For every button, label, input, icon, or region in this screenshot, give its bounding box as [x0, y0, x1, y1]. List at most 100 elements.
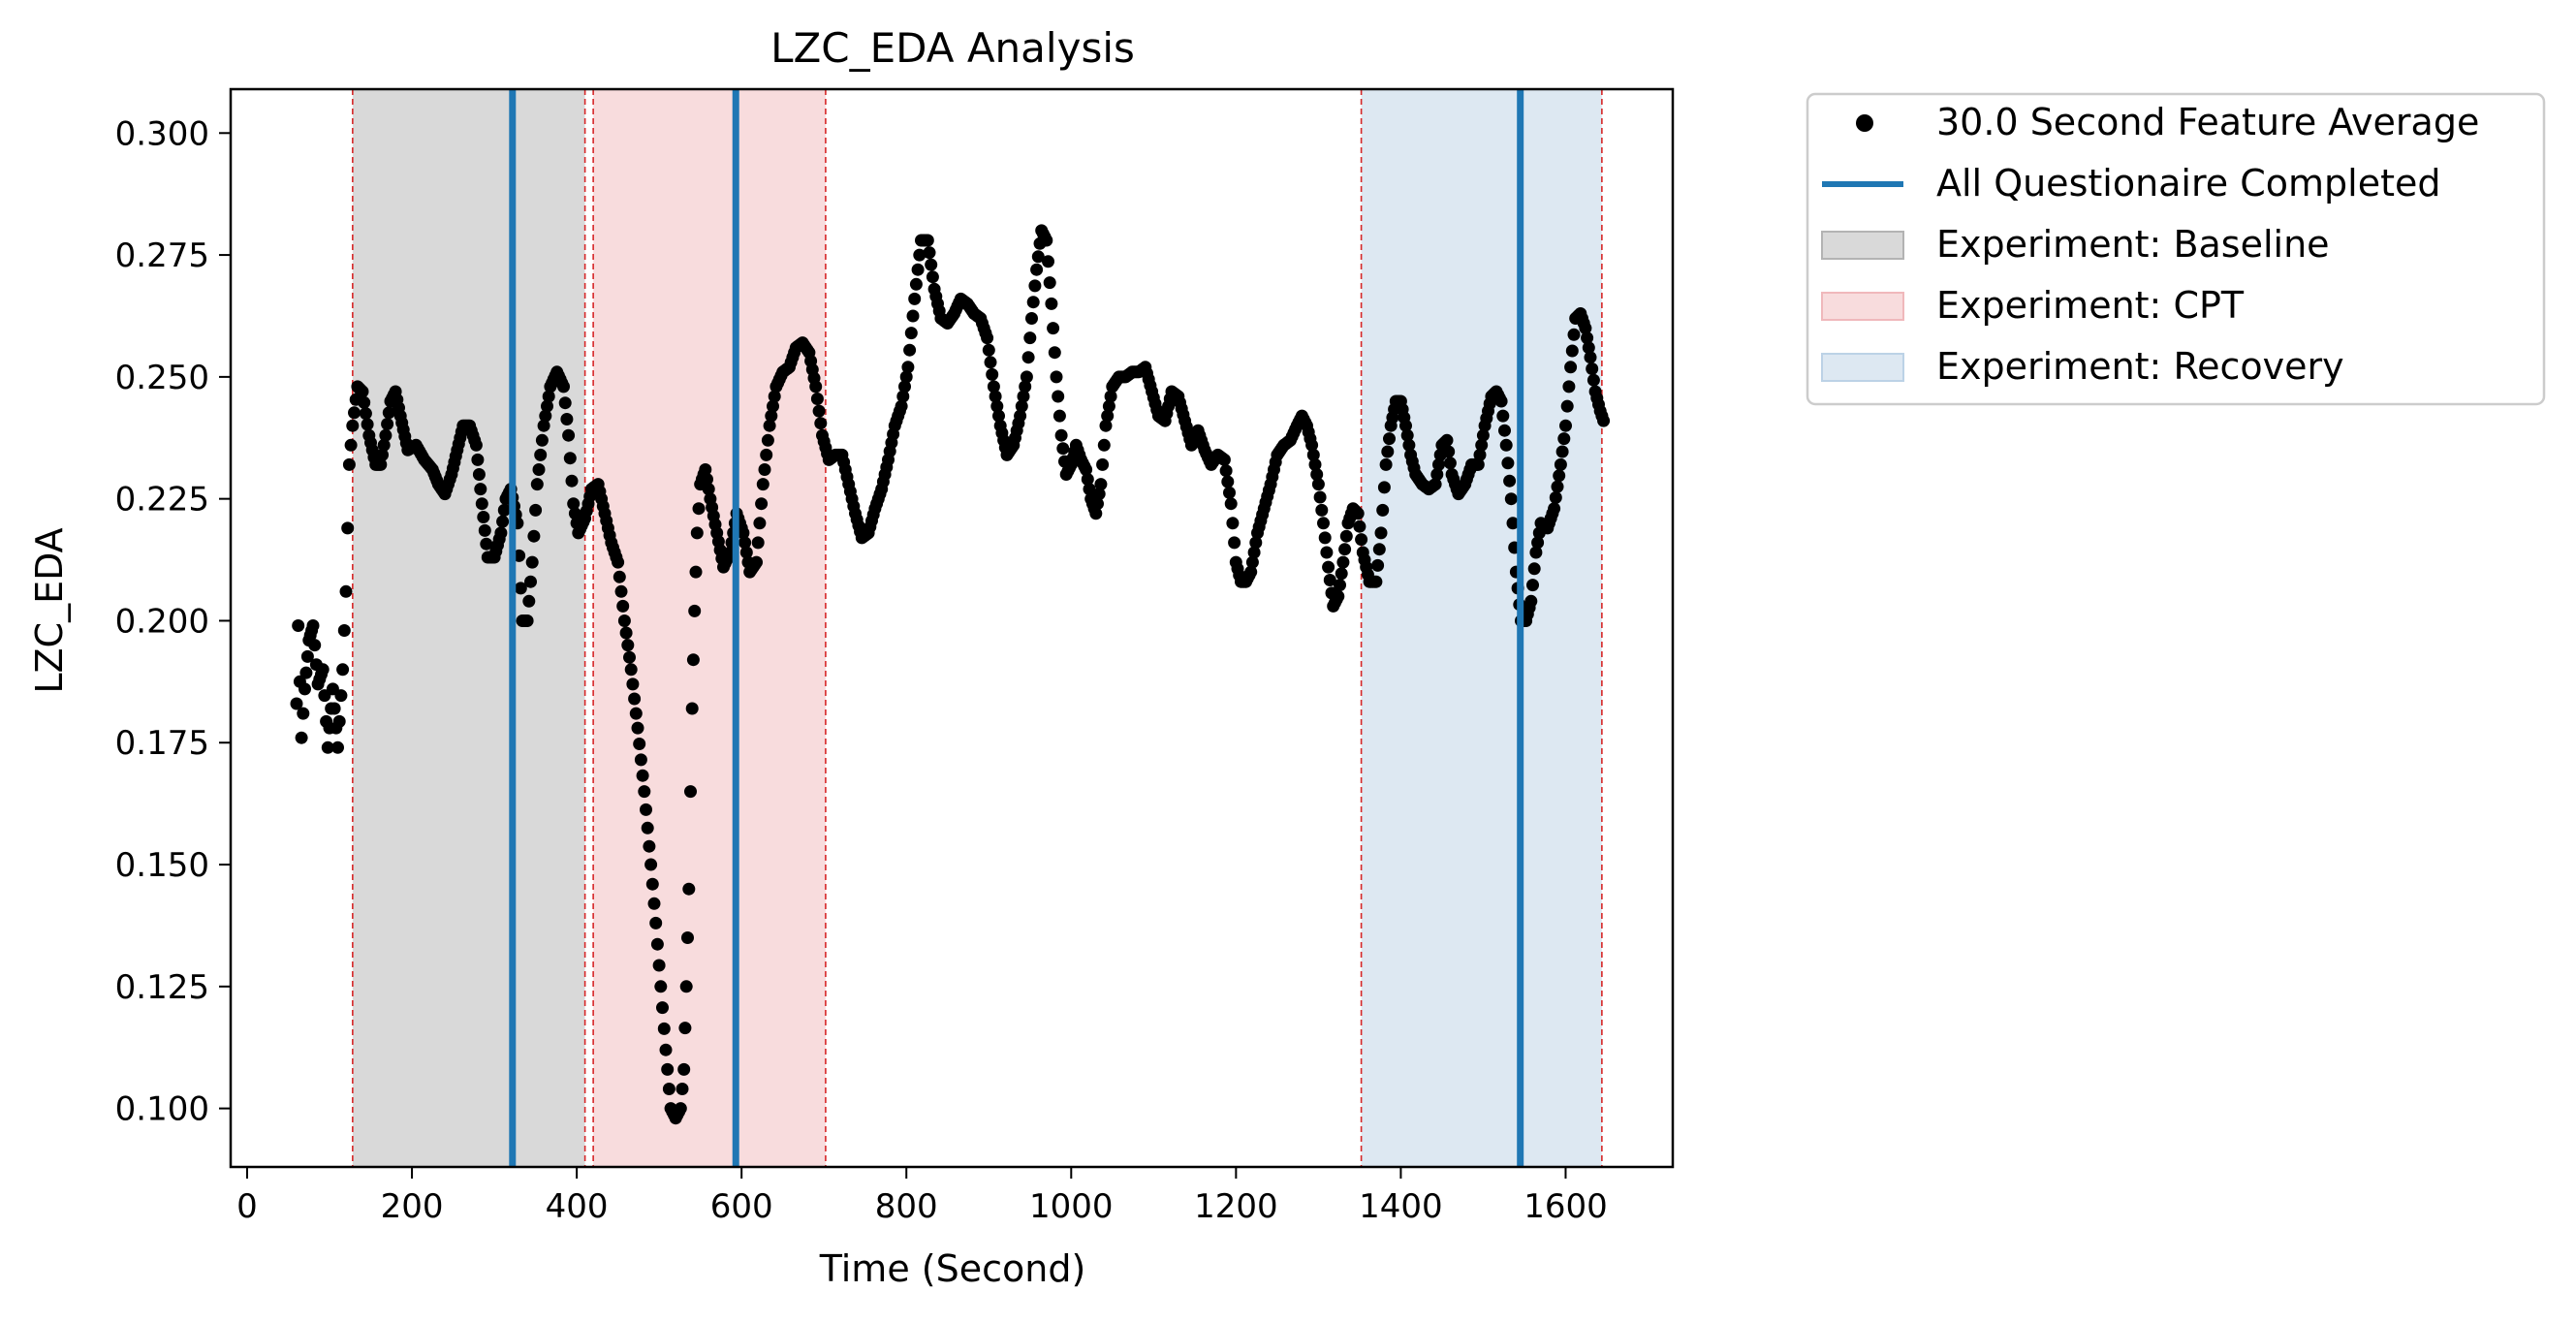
data-point	[767, 399, 779, 413]
data-point	[1355, 533, 1368, 547]
data-point	[1101, 409, 1115, 423]
data-point	[1501, 457, 1515, 470]
data-point	[1581, 331, 1594, 345]
data-point	[321, 740, 334, 754]
data-point	[567, 497, 581, 511]
x-tick-label: 0	[236, 1187, 258, 1226]
data-point	[1442, 445, 1456, 458]
data-point	[1586, 362, 1599, 375]
data-point	[1475, 438, 1489, 452]
data-point	[1526, 579, 1539, 592]
data-point	[1224, 497, 1238, 511]
x-tick-label: 1200	[1194, 1187, 1278, 1226]
data-point	[685, 702, 699, 715]
x-axis-ticks: 0 200 400 600 800 1000 1200 1400 1600	[236, 1167, 1608, 1226]
data-point	[1529, 546, 1543, 559]
y-axis-ticks: 0.100 0.125 0.150 0.175 0.200 0.225 0.250 0.275…	[115, 114, 231, 1129]
data-point	[814, 417, 828, 430]
data-point	[1377, 481, 1391, 494]
data-point	[1245, 555, 1259, 569]
data-point	[1551, 480, 1564, 493]
data-point	[755, 497, 769, 511]
data-point	[316, 663, 330, 677]
data-point	[768, 390, 781, 403]
data-point	[810, 393, 824, 405]
data-point	[1042, 255, 1054, 268]
data-point	[1432, 457, 1445, 471]
data-point	[649, 916, 663, 929]
data-point	[496, 515, 510, 528]
legend-patch	[1821, 353, 1904, 382]
data-point	[1504, 492, 1518, 506]
data-point	[356, 385, 369, 398]
data-point	[358, 395, 371, 409]
legend-items: 30.0 Second Feature Average All Questiona…	[1821, 101, 2479, 388]
data-point	[1017, 390, 1030, 403]
data-point	[1083, 483, 1096, 496]
data-point	[1306, 448, 1320, 461]
data-point	[1320, 546, 1334, 559]
data-point	[469, 438, 483, 452]
data-point	[337, 624, 351, 637]
data-point	[908, 292, 922, 305]
data-point	[896, 390, 910, 403]
data-point	[1028, 279, 1042, 293]
data-point	[342, 457, 356, 471]
data-point	[1102, 399, 1115, 413]
data-point	[1311, 478, 1325, 491]
y-axis-label: LZC_EDA	[28, 527, 71, 693]
data-point	[1334, 579, 1346, 592]
data-point	[756, 478, 770, 491]
data-point	[475, 497, 488, 511]
data-point	[565, 474, 579, 488]
data-point	[494, 526, 508, 540]
data-point	[1369, 575, 1383, 588]
legend-patch	[1821, 292, 1904, 321]
data-point	[1506, 517, 1520, 530]
data-point	[906, 309, 920, 323]
data-point	[662, 1083, 675, 1095]
data-point	[382, 406, 395, 420]
data-point	[332, 714, 346, 728]
data-point	[474, 483, 487, 496]
data-point	[1471, 457, 1485, 471]
data-point	[763, 419, 776, 432]
data-point	[1310, 468, 1324, 481]
data-point	[1400, 428, 1414, 442]
data-point	[986, 367, 999, 381]
data-point	[290, 697, 303, 710]
data-point	[1047, 322, 1060, 335]
data-point	[809, 380, 823, 394]
data-point	[633, 738, 646, 750]
data-point	[765, 409, 778, 423]
data-point	[1014, 409, 1027, 423]
data-point	[1376, 503, 1390, 517]
y-tick-label: 0.275	[115, 236, 209, 275]
data-point	[477, 511, 490, 523]
data-point	[1555, 445, 1569, 458]
data-point	[1031, 250, 1045, 264]
data-point	[1553, 469, 1566, 483]
data-point	[299, 666, 313, 679]
data-point	[336, 663, 350, 677]
data-point	[1476, 428, 1490, 442]
legend-label: 30.0 Second Feature Average	[1936, 101, 2479, 143]
data-point	[558, 396, 572, 410]
data-point	[1562, 380, 1576, 394]
data-point	[1582, 341, 1595, 355]
data-point	[909, 277, 923, 291]
data-point	[532, 463, 546, 476]
data-point	[984, 356, 997, 369]
data-point	[522, 594, 536, 608]
data-point	[1315, 503, 1329, 517]
data-point	[644, 858, 658, 871]
data-point	[657, 1022, 671, 1035]
data-point	[1056, 442, 1070, 456]
data-point	[1244, 565, 1258, 579]
data-point	[534, 448, 548, 461]
data-point	[1054, 428, 1068, 442]
data-point	[1499, 438, 1513, 452]
data-point	[1217, 453, 1231, 466]
data-point	[520, 614, 534, 627]
data-point	[1548, 502, 1561, 516]
